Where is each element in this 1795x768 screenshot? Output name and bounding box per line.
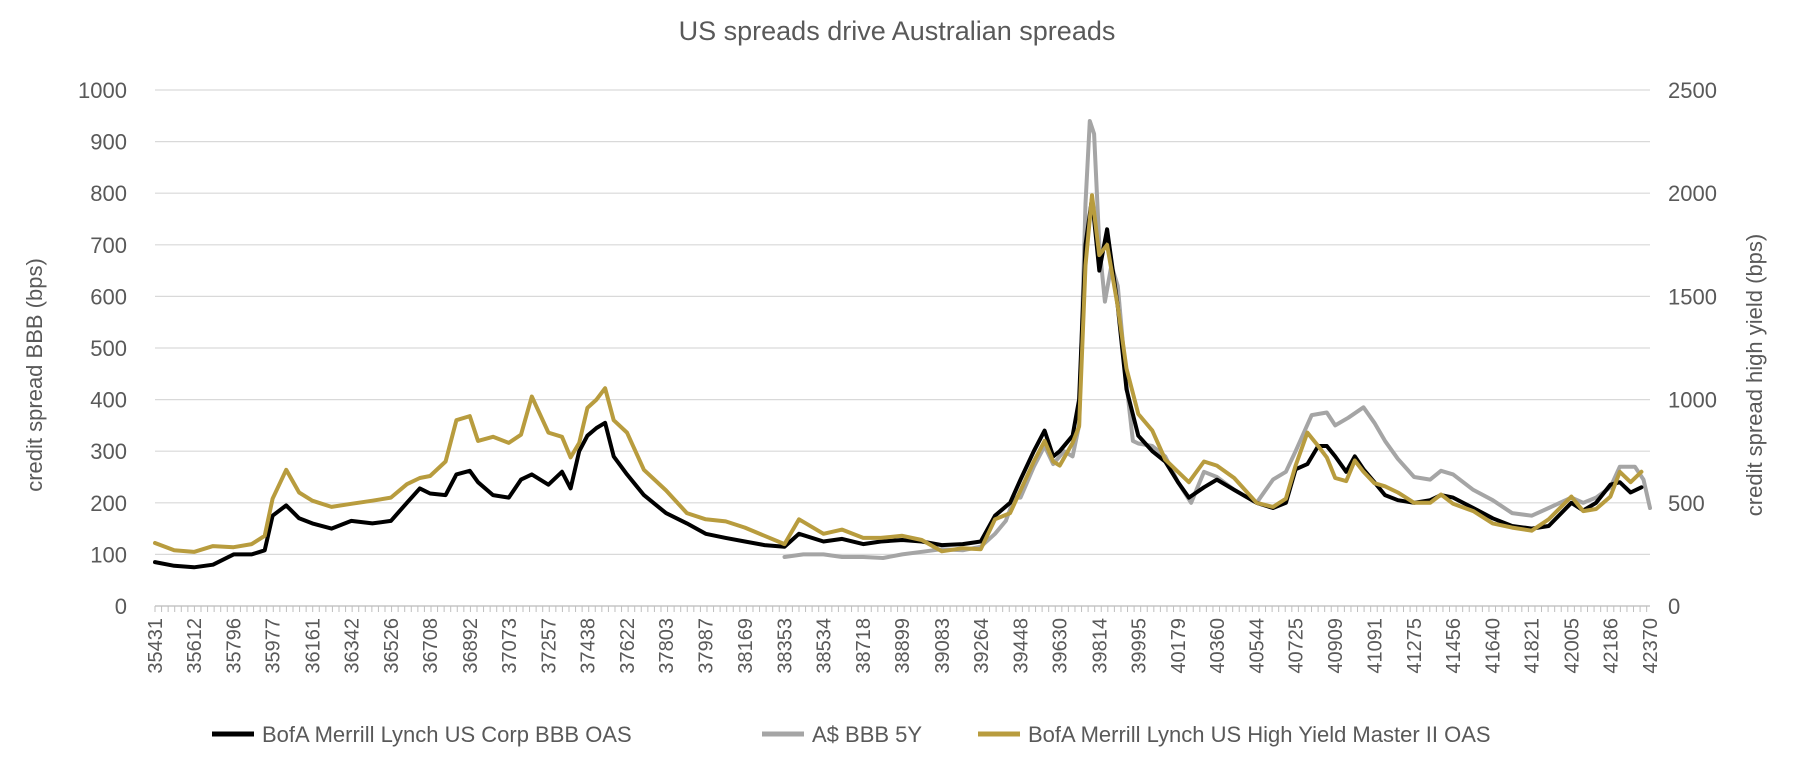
series-line-1: [782, 119, 1652, 560]
x-tick-label: 36708: [420, 618, 442, 674]
legend-label: A$ BBB 5Y: [812, 722, 922, 747]
x-tick-label: 36161: [302, 618, 324, 674]
x-tick-label: 40179: [1168, 618, 1190, 674]
x-tick-label: 42005: [1561, 618, 1583, 674]
series-lines: [153, 119, 1652, 570]
y-left-tick-label: 1000: [78, 78, 127, 103]
x-tick-label: 35612: [184, 618, 206, 674]
x-tick-label: 37622: [617, 618, 639, 674]
x-tick-label: 39995: [1128, 618, 1150, 674]
y-left-tick-label: 800: [90, 181, 127, 206]
y-left-tick-label: 400: [90, 388, 127, 413]
x-tick-label: 35977: [263, 618, 285, 674]
y-right-tick-label: 2000: [1668, 181, 1717, 206]
x-tick-label: 36526: [381, 618, 403, 674]
x-tick-label: 38169: [735, 618, 757, 674]
y-right-tick-label: 1000: [1668, 388, 1717, 413]
x-tick-label: 41821: [1522, 618, 1544, 674]
x-tick-label: 39814: [1089, 618, 1111, 674]
x-tick-label: 40725: [1286, 618, 1308, 674]
right-y-axis: 0 500 1000 1500 2000 2500: [1668, 78, 1717, 619]
x-tick-label: 39264: [971, 618, 993, 674]
x-tick-label: 39448: [1010, 618, 1032, 674]
x-tick-label: 38534: [814, 618, 836, 674]
left-y-axis: 0 100 200 300 400 500 600 700 800 900 1000: [78, 78, 127, 619]
series-line-0: [153, 196, 1644, 570]
x-tick-label: 38353: [775, 618, 797, 674]
x-tick-label: 41456: [1443, 618, 1465, 674]
y-left-tick-label: 700: [90, 233, 127, 258]
y-right-tick-label: 500: [1668, 491, 1705, 516]
y-right-tick-label: 1500: [1668, 284, 1717, 309]
x-tick-label: 35431: [145, 618, 167, 674]
x-tick-label: 41091: [1364, 618, 1386, 674]
x-tick-label: 42186: [1600, 618, 1622, 674]
x-axis: 35431 35612 35796 35977 36161 36342 36526 36708…: [145, 605, 1662, 674]
x-tick-label: 40544: [1247, 618, 1269, 674]
x-tick-label: 37438: [577, 618, 599, 674]
legend-label: BofA Merrill Lynch US Corp BBB OAS: [262, 722, 632, 747]
y-left-tick-label: 300: [90, 439, 127, 464]
x-tick-label: 37803: [656, 618, 678, 674]
y-left-tick-label: 600: [90, 284, 127, 309]
y-left-tick-label: 500: [90, 336, 127, 361]
x-tick-label: 38718: [853, 618, 875, 674]
x-tick-label: 36342: [341, 618, 363, 674]
series-line-2: [153, 193, 1644, 554]
x-tick-label: 41640: [1483, 618, 1505, 674]
x-tick-label: 42370: [1640, 618, 1662, 674]
y-left-tick-label: 0: [115, 594, 127, 619]
y-right-tick-label: 2500: [1668, 78, 1717, 103]
y-right-tick-label: 0: [1668, 594, 1680, 619]
x-tick-label: 37987: [696, 618, 718, 674]
x-tick-label: 41275: [1404, 618, 1426, 674]
gridlines: [155, 89, 1650, 607]
y-left-tick-label: 200: [90, 491, 127, 516]
chart-title: US spreads drive Australian spreads: [679, 16, 1116, 46]
y-left-tick-label: 900: [90, 130, 127, 155]
x-tick-label: 39630: [1050, 618, 1072, 674]
x-tick-label: 37257: [538, 618, 560, 674]
y-left-tick-label: 100: [90, 542, 127, 567]
x-tick-label: 35796: [224, 618, 246, 674]
x-tick-label: 40360: [1207, 618, 1229, 674]
x-tick-label: 40909: [1325, 618, 1347, 674]
x-tick-label: 37073: [499, 618, 521, 674]
x-tick-label: 38899: [892, 618, 914, 674]
right-axis-label: credit spread high yield (bps): [1742, 234, 1767, 516]
legend-label: BofA Merrill Lynch US High Yield Master …: [1028, 722, 1491, 747]
left-axis-label: credit spread BBB (bps): [22, 258, 47, 492]
legend: BofA Merrill Lynch US Corp BBB OAS A$ BBB…: [212, 722, 1491, 747]
x-tick-label: 36892: [460, 618, 482, 674]
x-tick-label: 39083: [932, 618, 954, 674]
